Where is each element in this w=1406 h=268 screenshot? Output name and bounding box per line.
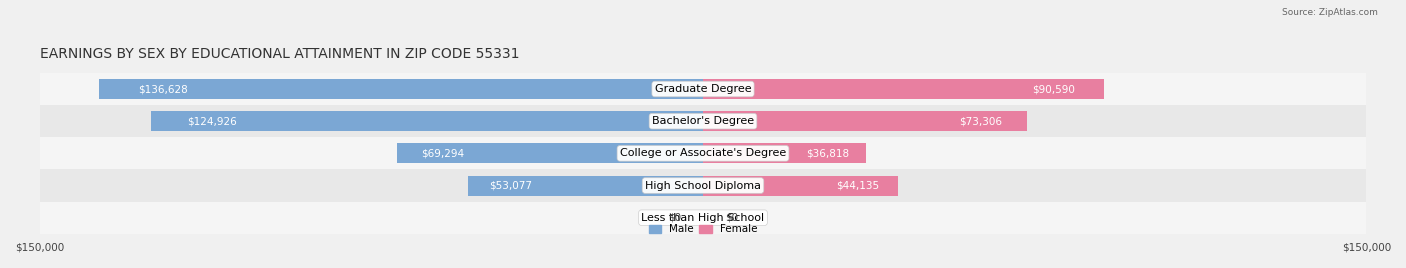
Text: EARNINGS BY SEX BY EDUCATIONAL ATTAINMENT IN ZIP CODE 55331: EARNINGS BY SEX BY EDUCATIONAL ATTAINMEN… [39,47,519,61]
Text: $124,926: $124,926 [187,116,236,126]
Text: Less than High School: Less than High School [641,213,765,223]
Bar [98,79,703,99]
Bar [39,137,1367,169]
Bar [703,111,1028,131]
Bar [703,79,1104,99]
Text: $0: $0 [725,213,738,223]
Text: $90,590: $90,590 [1032,84,1074,94]
Text: $36,818: $36,818 [806,148,849,158]
Text: $73,306: $73,306 [959,116,1002,126]
Bar [39,105,1367,137]
Text: Bachelor's Degree: Bachelor's Degree [652,116,754,126]
Legend: Male, Female: Male, Female [644,220,762,239]
Bar [150,111,703,131]
Text: $69,294: $69,294 [420,148,464,158]
Text: College or Associate's Degree: College or Associate's Degree [620,148,786,158]
Bar [39,169,1367,202]
Bar [396,143,703,163]
Text: $53,077: $53,077 [489,181,531,191]
Text: $44,135: $44,135 [837,181,880,191]
Text: $0: $0 [668,213,681,223]
Text: Graduate Degree: Graduate Degree [655,84,751,94]
Bar [703,176,898,195]
Bar [39,73,1367,105]
Text: Source: ZipAtlas.com: Source: ZipAtlas.com [1282,8,1378,17]
Bar [703,143,866,163]
Bar [468,176,703,195]
Bar [39,202,1367,234]
Text: High School Diploma: High School Diploma [645,181,761,191]
Text: $136,628: $136,628 [138,84,187,94]
